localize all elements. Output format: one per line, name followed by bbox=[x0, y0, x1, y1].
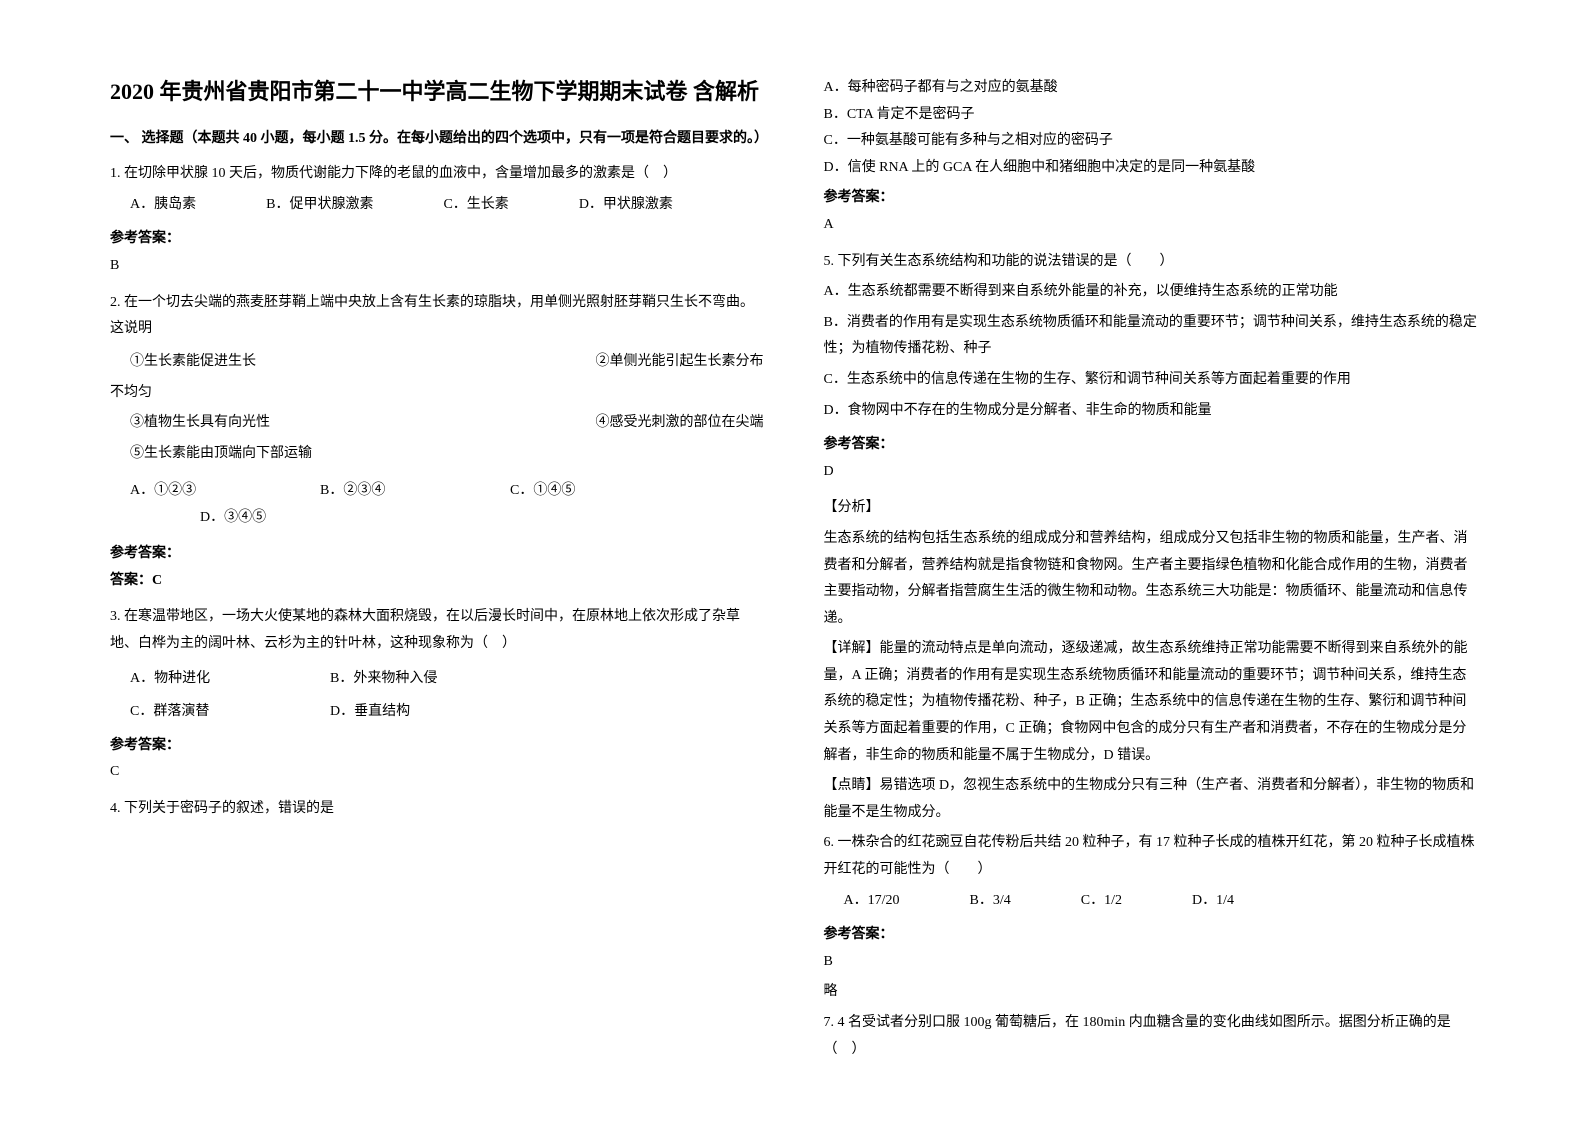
q2-s2b: 不均匀 bbox=[110, 378, 764, 409]
q2-opt-c: C．①④⑤ bbox=[510, 478, 630, 505]
q2-stem: 2. 在一个切去尖端的燕麦胚芽鞘上端中央放上含有生长素的琼脂块，用单侧光照射胚芽… bbox=[110, 290, 764, 343]
q3-answer-label: 参考答案： bbox=[110, 733, 764, 760]
q5-tip-text: 易错选项 D，忽视生态系统中的生物成分只有三种（生产者、消费者和分解者），非生物… bbox=[824, 778, 1475, 820]
q3-opts-row1: A．物种进化 B．外来物种入侵 bbox=[110, 662, 764, 696]
q6-opt-b: B．3/4 bbox=[970, 888, 1011, 915]
q5-analysis: 生态系统的结构包括生态系统的组成成分和营养结构，组成成分又包括非生物的物质和能量… bbox=[824, 526, 1478, 632]
q2-sub-row1: ①生长素能促进生长 ②单侧光能引起生长素分布 bbox=[110, 347, 764, 378]
q6-answer: B bbox=[824, 949, 1478, 976]
q6-answer-label: 参考答案： bbox=[824, 922, 1478, 949]
q7-stem: 7. 4 名受试者分别口服 100g 葡萄糖后，在 180min 内血糖含量的变… bbox=[824, 1010, 1478, 1063]
q2-answer-label: 参考答案： bbox=[110, 541, 764, 568]
q6-stem: 6. 一株杂合的红花豌豆自花传粉后共结 20 粒种子，有 17 粒种子长成的植株… bbox=[824, 830, 1478, 883]
q2-s4: ④感受光刺激的部位在尖端 bbox=[596, 408, 764, 439]
q5-opt-d: D．食物网中不存在的生物成分是分解者、非生命的物质和能量 bbox=[824, 398, 1478, 425]
q5-answer-label: 参考答案： bbox=[824, 432, 1478, 459]
q6-opt-a: A．17/20 bbox=[844, 888, 900, 915]
section-heading: 一、 选择题（本题共 40 小题，每小题 1.5 分。在每小题给出的四个选项中，… bbox=[110, 126, 764, 151]
q2-opt-b: B．②③④ bbox=[320, 478, 510, 505]
q5-detail-label: 【详解】 bbox=[824, 641, 880, 656]
q5-analysis-label: 【分析】 bbox=[824, 495, 1478, 522]
left-column: 2020 年贵州省贵阳市第二十一中学高二生物下学期期末试卷 含解析 一、 选择题… bbox=[110, 75, 764, 1047]
q2-opt-a: A．①②③ bbox=[130, 478, 320, 505]
exam-title: 2020 年贵州省贵阳市第二十一中学高二生物下学期期末试卷 含解析 bbox=[110, 75, 764, 108]
q6-options: A．17/20 B．3/4 C．1/2 D．1/4 bbox=[824, 888, 1478, 915]
q5-detail-text: 能量的流动特点是单向流动，逐级递减，故生态系统维持正常功能需要不断得到来自系统外… bbox=[824, 641, 1468, 762]
q4-opt-b: B．CTA 肯定不是密码子 bbox=[824, 102, 1478, 129]
q2-s5: ⑤生长素能由顶端向下部运输 bbox=[110, 439, 764, 470]
q2-sub-row2: ③植物生长具有向光性 ④感受光刺激的部位在尖端 bbox=[110, 408, 764, 439]
q3-opt-a: A．物种进化 bbox=[130, 662, 330, 696]
q1-opt-b: B．促甲状腺激素 bbox=[266, 192, 373, 219]
q2-s2: ②单侧光能引起生长素分布 bbox=[596, 347, 764, 378]
q4-opt-c: C．一种氨基酸可能有多种与之相对应的密码子 bbox=[824, 128, 1478, 155]
q4-answer: A bbox=[824, 212, 1478, 239]
q6-note: 略 bbox=[824, 979, 1478, 1006]
q4-stem: 4. 下列关于密码子的叙述，错误的是 bbox=[110, 796, 764, 823]
q1-opt-c: C．生长素 bbox=[443, 192, 508, 219]
q3-opt-d: D．垂直结构 bbox=[330, 695, 410, 729]
q2-options-row: A．①②③ B．②③④ C．①④⑤ bbox=[110, 478, 764, 505]
q6-opt-c: C．1/2 bbox=[1081, 888, 1122, 915]
q3-opt-c: C．群落演替 bbox=[130, 695, 330, 729]
q5-answer: D bbox=[824, 459, 1478, 486]
q6-opt-d: D．1/4 bbox=[1192, 888, 1234, 915]
q4-opt-d: D．信使 RNA 上的 GCA 在人细胞中和猪细胞中决定的是同一种氨基酸 bbox=[824, 155, 1478, 182]
q4-opt-a: A．每种密码子都有与之对应的氨基酸 bbox=[824, 75, 1478, 102]
q1-stem: 1. 在切除甲状腺 10 天后，物质代谢能力下降的老鼠的血液中，含量增加最多的激… bbox=[110, 161, 764, 188]
q5-opt-b: B．消费者的作用有是实现生态系统物质循环和能量流动的重要环节；调节种间关系，维持… bbox=[824, 310, 1478, 363]
q5-detail: 【详解】能量的流动特点是单向流动，逐级递减，故生态系统维持正常功能需要不断得到来… bbox=[824, 636, 1478, 769]
q2-s1: ①生长素能促进生长 bbox=[130, 347, 256, 378]
q3-opts-row2: C．群落演替 D．垂直结构 bbox=[110, 695, 764, 729]
q1-opt-a: A．胰岛素 bbox=[130, 192, 196, 219]
q2-opt-d: D．③④⑤ bbox=[110, 505, 764, 532]
q3-opt-b: B．外来物种入侵 bbox=[330, 662, 437, 696]
q1-answer: B bbox=[110, 253, 764, 280]
q1-opt-d: D．甲状腺激素 bbox=[579, 192, 673, 219]
q5-opt-a: A．生态系统都需要不断得到来自系统外能量的补充，以便维持生态系统的正常功能 bbox=[824, 279, 1478, 306]
q4-answer-label: 参考答案： bbox=[824, 185, 1478, 212]
q5-tip-label: 【点睛】 bbox=[824, 778, 880, 793]
right-column: A．每种密码子都有与之对应的氨基酸 B．CTA 肯定不是密码子 C．一种氨基酸可… bbox=[824, 75, 1478, 1047]
q2-s3: ③植物生长具有向光性 bbox=[130, 408, 270, 439]
q5-tip: 【点睛】易错选项 D，忽视生态系统中的生物成分只有三种（生产者、消费者和分解者）… bbox=[824, 773, 1478, 826]
q2-answer: 答案：C bbox=[110, 568, 764, 595]
q5-stem: 5. 下列有关生态系统结构和功能的说法错误的是（ ） bbox=[824, 249, 1478, 276]
q1-options: A．胰岛素 B．促甲状腺激素 C．生长素 D．甲状腺激素 bbox=[110, 192, 764, 219]
q5-opt-c: C．生态系统中的信息传递在生物的生存、繁衍和调节种间关系等方面起着重要的作用 bbox=[824, 367, 1478, 394]
q1-answer-label: 参考答案： bbox=[110, 226, 764, 253]
q3-stem: 3. 在寒温带地区，一场大火使某地的森林大面积烧毁，在以后漫长时间中，在原林地上… bbox=[110, 604, 764, 657]
q3-answer: C bbox=[110, 759, 764, 786]
